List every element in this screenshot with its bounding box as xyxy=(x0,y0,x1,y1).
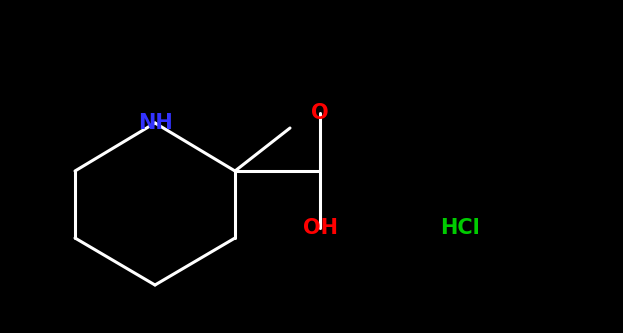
Text: OH: OH xyxy=(303,218,338,238)
Text: NH: NH xyxy=(138,113,173,133)
Text: O: O xyxy=(311,103,329,123)
Text: HCl: HCl xyxy=(440,218,480,238)
